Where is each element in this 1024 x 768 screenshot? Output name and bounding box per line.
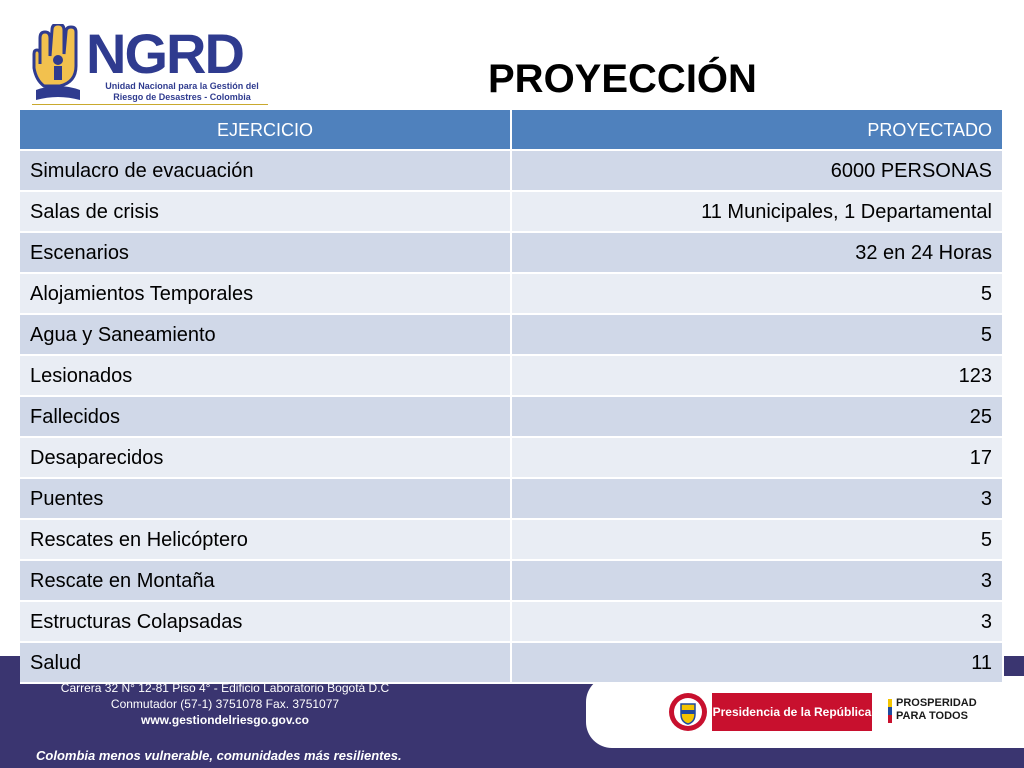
column-header-ejercicio: EJERCICIO — [20, 110, 512, 151]
table-row: Agua y Saneamiento 5 — [20, 315, 1004, 356]
logo-divider — [32, 104, 268, 105]
proyectado-cell: 5 — [512, 315, 1004, 356]
proyectado-cell: 17 — [512, 438, 1004, 479]
ejercicio-cell: Escenarios — [20, 233, 512, 274]
table-row: Alojamientos Temporales 5 — [20, 274, 1004, 315]
table-row: Fallecidos 25 — [20, 397, 1004, 438]
phone-line: Conmutador (57-1) 3751078 Fax. 3751077 — [110, 697, 340, 711]
website-link[interactable]: www.gestiondelriesgo.gov.co — [140, 713, 310, 727]
ejercicio-cell: Puentes — [20, 479, 512, 520]
proyectado-cell: 11 — [512, 643, 1004, 684]
table-row: Lesionados 123 — [20, 356, 1004, 397]
table-row: Simulacro de evacuación 6000 PERSONAS — [20, 151, 1004, 192]
table-row: Salud 11 — [20, 643, 1004, 684]
prosperidad-stripes-icon — [888, 699, 892, 723]
column-header-proyectado: PROYECTADO — [512, 110, 1004, 151]
ejercicio-cell: Alojamientos Temporales — [20, 274, 512, 315]
ejercicio-cell: Simulacro de evacuación — [20, 151, 512, 192]
footer-address: Carrera 32 N° 12-81 Piso 4° - Edificio L… — [40, 680, 410, 728]
colombia-crest-icon — [669, 693, 707, 731]
table-row: Rescates en Helicóptero 5 — [20, 520, 1004, 561]
table-row: Estructuras Colapsadas 3 — [20, 602, 1004, 643]
proyectado-cell: 3 — [512, 479, 1004, 520]
ngrd-logo: NGRD Unidad Nacional para la Gestión del… — [30, 24, 270, 110]
proyectado-cell: 123 — [512, 356, 1004, 397]
projection-table: EJERCICIO PROYECTADO Simulacro de evacua… — [20, 110, 1004, 684]
ejercicio-cell: Fallecidos — [20, 397, 512, 438]
table-row: Desaparecidos 17 — [20, 438, 1004, 479]
proyectado-cell: 3 — [512, 602, 1004, 643]
footer-tagline: Colombia menos vulnerable, comunidades m… — [36, 748, 402, 763]
table-row: Rescate en Montaña 3 — [20, 561, 1004, 602]
ejercicio-cell: Lesionados — [20, 356, 512, 397]
table-row: Salas de crisis 11 Municipales, 1 Depart… — [20, 192, 1004, 233]
table-header-row: EJERCICIO PROYECTADO — [20, 110, 1004, 151]
table-row: Puentes 3 — [20, 479, 1004, 520]
ejercicio-cell: Desaparecidos — [20, 438, 512, 479]
ejercicio-cell: Estructuras Colapsadas — [20, 602, 512, 643]
logo-subtitle: Unidad Nacional para la Gestión del Ries… — [105, 81, 259, 102]
ejercicio-cell: Rescates en Helicóptero — [20, 520, 512, 561]
proyectado-cell: 5 — [512, 274, 1004, 315]
presidencia-logo: Presidencia de la República — [712, 693, 872, 731]
proyectado-cell: 11 Municipales, 1 Departamental — [512, 192, 1004, 233]
proyectado-cell: 5 — [512, 520, 1004, 561]
address-line: Carrera 32 N° 12-81 Piso 4° - Edificio L… — [60, 681, 390, 695]
ejercicio-cell: Agua y Saneamiento — [20, 315, 512, 356]
ngrd-hand-logo-icon — [32, 24, 80, 100]
page-title: PROYECCIÓN — [488, 57, 757, 101]
ejercicio-cell: Salas de crisis — [20, 192, 512, 233]
proyectado-cell: 25 — [512, 397, 1004, 438]
prosperidad-text: PROSPERIDAD PARA TODOS — [896, 697, 977, 722]
ejercicio-cell: Rescate en Montaña — [20, 561, 512, 602]
proyectado-cell: 32 en 24 Horas — [512, 233, 1004, 274]
ejercicio-cell: Salud — [20, 643, 512, 684]
proyectado-cell: 6000 PERSONAS — [512, 151, 1004, 192]
proyectado-cell: 3 — [512, 561, 1004, 602]
logo-wordmark: NGRD — [86, 22, 245, 85]
table-row: Escenarios 32 en 24 Horas — [20, 233, 1004, 274]
